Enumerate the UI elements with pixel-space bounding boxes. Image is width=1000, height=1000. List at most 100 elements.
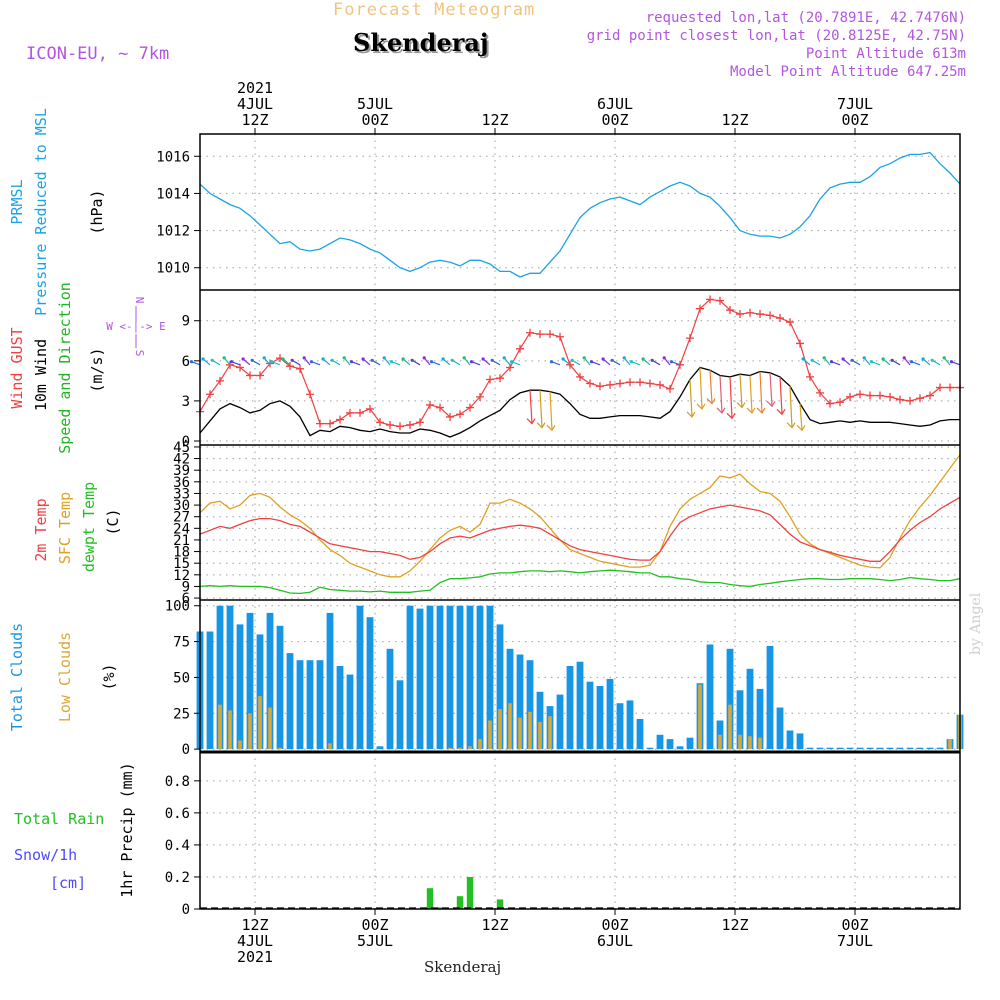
wind-direction-arrow: [719, 375, 723, 413]
rain-bar: [436, 907, 444, 909]
wind-direction-arrowhead: [862, 356, 866, 360]
wind-direction-arrowhead: [610, 358, 614, 362]
wind-direction-arrowhead: [696, 403, 706, 410]
total-cloud-bar: [326, 612, 334, 750]
rain-bar: [496, 899, 504, 909]
gust-marker: [366, 404, 374, 413]
y-tick-label: 39: [173, 463, 190, 479]
total-cloud-bar: [606, 678, 614, 750]
pressure-label-line2: Pressure Reduced to MSL: [32, 108, 50, 316]
low-cloud-bar: [538, 721, 542, 750]
temp-2m-label: 2m Temp: [32, 498, 50, 561]
gust-marker: [696, 304, 704, 313]
wind-direction-arrow: [749, 375, 753, 413]
wind-direction-arrowhead: [850, 358, 854, 362]
y-tick-label: 30: [173, 498, 190, 514]
total-cloud-bar: [626, 700, 634, 750]
gust-marker: [306, 390, 314, 399]
gust-marker: [656, 380, 664, 389]
compass-n: N: [133, 297, 146, 304]
gust-marker: [776, 314, 784, 323]
y-tick-label: 33: [173, 486, 190, 502]
wind-direction-arrowhead: [641, 357, 645, 361]
total-cloud-bar: [426, 605, 434, 750]
total-cloud-bar: [226, 605, 234, 750]
gust-marker: [766, 311, 774, 320]
total-cloud-bar: [936, 747, 944, 750]
gust-marker: [686, 334, 694, 343]
y-tick-label: 27: [173, 510, 190, 526]
gust-marker: [546, 330, 554, 339]
location-title: Skenderaj: [353, 28, 489, 57]
wind-direction-arrowhead: [342, 356, 346, 360]
wind-direction-arrowhead: [841, 357, 845, 361]
gust-marker: [786, 318, 794, 327]
total-cloud-bar: [246, 612, 254, 750]
wind-direction-arrow: [799, 403, 803, 431]
total-cloud-bar: [346, 674, 354, 750]
gust-marker: [936, 383, 944, 392]
bottom-time-label: 00Z: [361, 916, 388, 934]
model-point-altitude: Model Point Altitude 647.25m: [729, 64, 966, 80]
total-cloud-bar: [296, 660, 304, 750]
low-cloud-bar: [948, 739, 952, 750]
wind-direction-arrowhead: [706, 398, 716, 405]
low-cloud-bar: [728, 704, 732, 750]
wind-direction-arrowhead: [389, 360, 394, 364]
total-cloud-bar: [486, 605, 494, 750]
rain-bar: [456, 896, 464, 909]
low-cloud-bar: [518, 717, 522, 750]
total-cloud-bar: [436, 605, 444, 750]
wind-direction-arrowhead: [321, 357, 325, 361]
total-cloud-bar: [806, 747, 814, 750]
wind-direction-arrowhead: [921, 357, 925, 361]
gust-marker: [396, 422, 404, 431]
y-tick-label: 24: [173, 521, 190, 537]
gust-marker: [346, 408, 354, 417]
low-cloud-bar: [748, 736, 752, 750]
bottom-time-label: 00Z: [841, 916, 868, 934]
y-tick-label: 0: [182, 902, 190, 918]
wind-direction-arrow: [769, 372, 773, 407]
top-time-label: 7JUL: [837, 95, 873, 113]
gust-marker: [266, 359, 274, 368]
total-cloud-bar: [866, 747, 874, 750]
total-cloud-bar: [636, 719, 644, 750]
gust-marker: [256, 371, 264, 380]
wind-direction-arrowhead: [526, 418, 536, 425]
wind-direction-arrowhead: [726, 412, 736, 420]
bottom-time-label: 2021: [237, 948, 273, 966]
total-cloud-bar: [406, 605, 414, 750]
footer-location: Skenderaj: [424, 958, 502, 976]
gust-marker: [446, 412, 454, 421]
precip-unit: 1hr Precip (mm): [118, 762, 136, 897]
gust-marker: [826, 399, 834, 408]
wind-direction-arrow: [549, 391, 553, 431]
wind-direction-arrowhead: [201, 357, 205, 361]
y-tick-label: 12: [173, 568, 190, 584]
wind-direction-arrowhead: [949, 360, 954, 364]
gust-marker: [896, 395, 904, 404]
total-cloud-bar: [906, 747, 914, 750]
sfc-temp-label: SFC Temp: [56, 492, 74, 564]
wind-direction-arrowhead: [890, 358, 894, 362]
total-cloud-bar: [376, 746, 384, 750]
wind-direction-arrowhead: [909, 360, 914, 364]
gust-marker: [476, 392, 484, 401]
snow-unit-label: [cm]: [50, 874, 86, 892]
wind-direction-arrowhead: [502, 356, 506, 360]
compass-we: W <-|-> E: [106, 320, 166, 333]
low-cloud-bar: [328, 743, 332, 750]
wind-direction-arrow: [709, 370, 713, 404]
total-cloud-bar: [816, 747, 824, 750]
low-cloud-bar: [478, 739, 482, 750]
low-cloud-bar: [548, 716, 552, 750]
wind-direction-arrowhead: [382, 356, 386, 360]
rain-bar: [466, 877, 474, 909]
top-time-label: 2021: [237, 79, 273, 97]
gust-marker: [386, 420, 394, 429]
gust-marker: [286, 362, 294, 371]
wind-direction-arrowhead: [481, 357, 485, 361]
wind-direction-arrowhead: [942, 356, 946, 360]
